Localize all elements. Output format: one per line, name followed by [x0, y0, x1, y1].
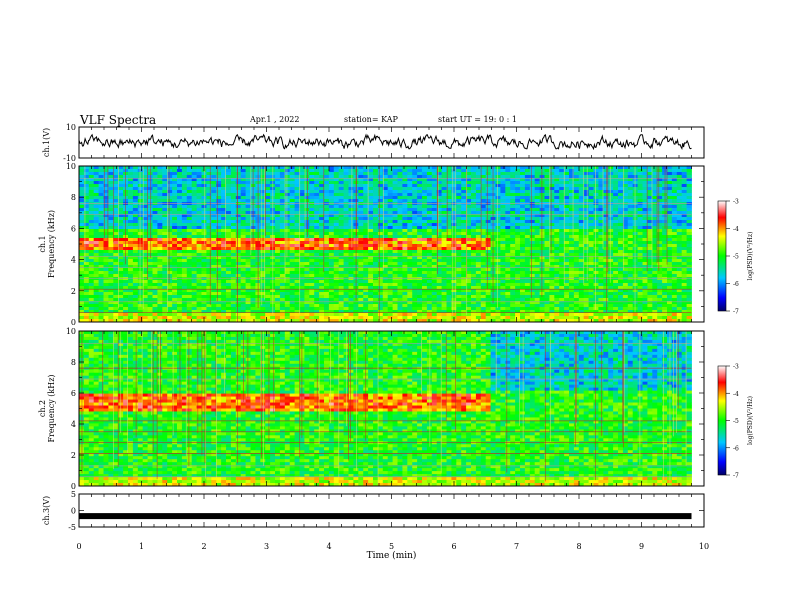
station-label: station= KAP: [344, 115, 398, 124]
y-tick-label: 8: [71, 358, 76, 367]
colorbar: [717, 200, 727, 312]
colorbar-label: log(PSD)(V²/Hz): [747, 232, 754, 281]
ch2-spectrogram-image: [79, 331, 692, 487]
y-tick-label: 0: [71, 318, 76, 327]
x-tick-label: 7: [514, 542, 519, 551]
ch1-spectrogram-image: [79, 166, 692, 323]
y-tick-label: 6: [71, 389, 76, 398]
y-tick-label: 2: [71, 451, 76, 460]
colorbar-tick-label: -3: [733, 364, 739, 371]
y-tick-label: -5: [68, 523, 76, 532]
y-tick-label: 2: [71, 287, 76, 296]
colorbar-tick-label: -5: [733, 418, 739, 425]
y-axis-label: ch.1(V): [42, 128, 51, 157]
colorbar-tick-label: -7: [733, 473, 739, 480]
colorbar-tick-label: -4: [733, 226, 739, 233]
y-axis-label: ch.1: [38, 235, 47, 252]
y-axis-label: Frequency (kHz): [47, 210, 56, 278]
y-tick-label: 5: [71, 490, 76, 499]
x-tick-label: 4: [326, 542, 331, 551]
colorbar-tick-label: -4: [733, 391, 739, 398]
x-tick-label: 2: [201, 542, 206, 551]
x-tick-label: 1: [139, 542, 144, 551]
colorbar-tick-label: -7: [733, 309, 739, 316]
x-tick-label: 9: [639, 542, 644, 551]
x-tick-label: 10: [699, 542, 709, 551]
y-tick-label: -10: [63, 154, 76, 163]
colorbar-label: log(PSD)(V²/Hz): [747, 396, 754, 445]
y-tick-label: 6: [71, 224, 76, 233]
y-axis-label: ch.2: [38, 400, 47, 417]
start-time-label: start UT = 19: 0 : 1: [438, 115, 517, 124]
chart-title: VLF Spectra: [80, 113, 157, 127]
x-tick-label: 8: [576, 542, 581, 551]
y-tick-label: 0: [71, 482, 76, 491]
colorbar: [717, 365, 727, 476]
y-tick-label: 10: [66, 162, 76, 171]
date-label: Apr.1 , 2022: [250, 115, 300, 124]
x-axis-label: Time (min): [367, 550, 417, 561]
y-tick-label: 10: [66, 123, 76, 132]
y-axis-label: Frequency (kHz): [47, 374, 56, 442]
y-tick-label: 10: [66, 327, 76, 336]
y-tick-label: 8: [71, 193, 76, 202]
x-tick-label: 3: [264, 542, 269, 551]
colorbar-tick-label: -3: [733, 199, 739, 206]
x-tick-label: 0: [76, 542, 81, 551]
y-tick-label: 4: [71, 420, 76, 429]
colorbar-tick-label: -6: [733, 445, 739, 452]
colorbar-tick-label: -6: [733, 281, 739, 288]
y-axis-label: ch.3(V): [42, 496, 51, 525]
y-tick-label: 4: [71, 256, 76, 265]
colorbar-tick-label: -5: [733, 254, 739, 261]
x-tick-label: 5: [389, 542, 394, 551]
y-tick-label: 0: [71, 507, 76, 516]
ch3-waveform-line: [79, 513, 692, 520]
ch1-waveform-line: [78, 133, 692, 151]
x-tick-label: 6: [451, 542, 456, 551]
